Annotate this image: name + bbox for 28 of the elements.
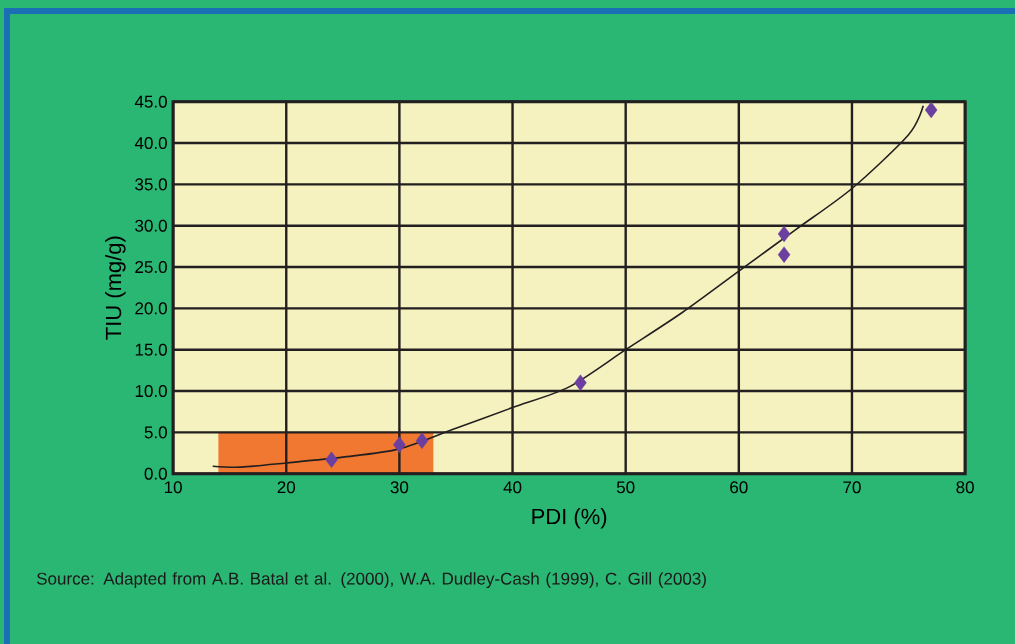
point: [574, 374, 587, 391]
point: [777, 225, 791, 243]
x-axis-title: PDI (%): [532, 508, 607, 529]
x-tick-label: 20: [277, 481, 296, 494]
y-axis-title: TIU (mg/g): [105, 236, 126, 340]
x-tick-label: 70: [843, 481, 861, 494]
y-tick-label: 25.0: [135, 261, 167, 274]
source-note: Source: Adapted from A.B. Batal et al. (2000), W.A. Dudley-Cash (1999), C. Gill (2003): [36, 572, 706, 589]
y-tick-label: 10.0: [135, 385, 167, 398]
y-tick-label: 30.0: [135, 219, 167, 232]
x-tick-label: 30: [390, 481, 409, 494]
point: [393, 436, 406, 453]
point: [415, 432, 429, 449]
point: [325, 451, 338, 468]
y-tick-label: 5.0: [144, 426, 167, 439]
y-tick-label: 40.0: [134, 137, 167, 150]
y-tick-label: 20.0: [135, 302, 167, 315]
point: [924, 101, 938, 119]
y-tick-label: 35.0: [135, 178, 167, 191]
x-tick-label: 50: [616, 481, 635, 494]
x-tick-label: 80: [956, 481, 974, 494]
x-tick-label: 10: [164, 481, 182, 494]
point: [777, 246, 791, 263]
y-tick-label: 15.0: [135, 343, 167, 356]
y-tick-label: 0.0: [144, 467, 167, 480]
x-tick-label: 60: [730, 481, 748, 494]
y-tick-label: 45.0: [134, 95, 167, 108]
x-tick-label: 40: [503, 481, 522, 494]
